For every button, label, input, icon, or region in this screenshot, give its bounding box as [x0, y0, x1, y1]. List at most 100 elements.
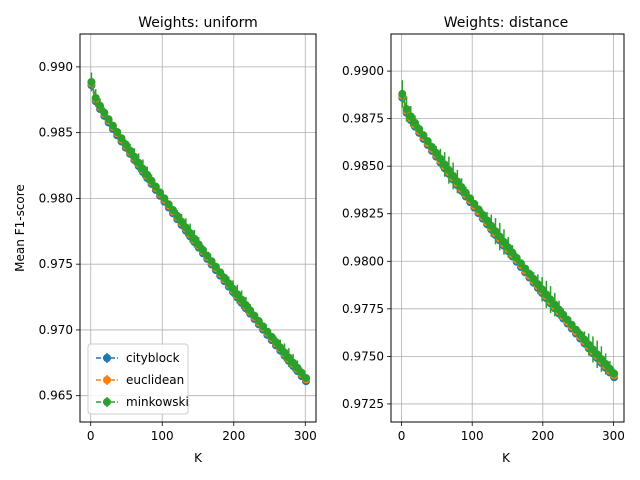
grid-distance — [391, 34, 624, 422]
axes-frame-uniform — [79, 33, 317, 423]
series-minkowski — [398, 80, 619, 379]
point-minkowski — [143, 170, 152, 179]
point-minkowski — [117, 134, 126, 143]
legend-label-euclidean: euclidean — [126, 373, 184, 387]
point-minkowski — [194, 240, 203, 249]
y-tick-label: 0.975 — [39, 257, 73, 271]
y-tick-label: 0.9775 — [342, 302, 384, 316]
legend-marker-minkowski — [103, 398, 111, 406]
point-minkowski — [186, 229, 195, 238]
y-tick-label: 0.9800 — [342, 254, 384, 268]
point-minkowski — [474, 205, 483, 214]
point-minkowski — [113, 127, 122, 136]
x-tick-label: 100 — [151, 429, 174, 443]
x-tick-label: 0 — [87, 429, 95, 443]
point-minkowski — [470, 199, 479, 208]
y-ticks-uniform: 0.965 0.970 0.975 0.980 0.985 0.990 — [39, 60, 80, 403]
y-tick-label: 0.985 — [39, 126, 73, 140]
point-minkowski — [237, 295, 246, 304]
point-minkowski — [104, 115, 113, 124]
point-minkowski — [156, 188, 165, 197]
x-tick-label: 300 — [294, 429, 317, 443]
legend-entry-minkowski: minkowski — [96, 395, 189, 409]
point-minkowski — [402, 104, 411, 113]
point-minkowski — [173, 211, 182, 220]
point-minkowski — [415, 125, 424, 134]
point-minkowski — [160, 194, 169, 203]
legend-box — [87, 343, 189, 415]
point-minkowski — [130, 152, 139, 161]
point-minkowski — [427, 143, 436, 152]
point-minkowski — [457, 183, 466, 192]
y-tick-label: 0.9750 — [342, 349, 384, 363]
point-minkowski — [91, 93, 100, 102]
point-minkowski — [449, 171, 458, 180]
point-minkowski — [246, 306, 255, 315]
x-tick-label: 300 — [602, 429, 625, 443]
point-minkowski — [466, 194, 475, 203]
point-minkowski — [254, 317, 263, 326]
point-minkowski — [207, 257, 216, 266]
legend-entry-cityblock: cityblock — [96, 351, 180, 365]
point-minkowski — [610, 369, 619, 378]
point-minkowski — [436, 154, 445, 163]
series-group-uniform — [87, 72, 310, 386]
legend: cityblock euclidean minkowski — [87, 343, 189, 415]
point-minkowski — [147, 176, 156, 185]
point-minkowski — [301, 373, 310, 382]
chart-uniform: Weights: uniform 0.9650.9700.9750.9800.9… — [13, 15, 317, 465]
legend-marker-euclidean — [103, 376, 111, 384]
x-ticks-distance: 0 100 200 300 — [398, 422, 625, 443]
x-tick-label: 100 — [461, 429, 484, 443]
axes-frame-distance — [390, 33, 625, 423]
point-minkowski — [406, 112, 415, 121]
point-minkowski — [432, 148, 441, 157]
point-minkowski — [164, 200, 173, 209]
point-minkowski — [504, 243, 513, 252]
point-minkowski — [181, 223, 190, 232]
y-tick-label: 0.9850 — [342, 159, 384, 173]
point-minkowski — [211, 262, 220, 271]
y-tick-label: 0.970 — [39, 323, 73, 337]
point-minkowski — [499, 237, 508, 246]
x-tick-label: 200 — [222, 429, 245, 443]
point-minkowski — [478, 210, 487, 219]
y-tick-label: 0.9900 — [342, 64, 384, 78]
series-group-distance — [398, 80, 619, 382]
point-minkowski — [487, 221, 496, 230]
point-minkowski — [453, 177, 462, 186]
point-minkowski — [491, 227, 500, 236]
legend-label-cityblock: cityblock — [126, 351, 180, 365]
point-minkowski — [423, 137, 432, 146]
point-minkowski — [87, 78, 96, 87]
y-tick-label: 0.965 — [39, 389, 73, 403]
point-minkowski — [224, 279, 233, 288]
x-tick-label: 0 — [398, 429, 406, 443]
x-axis-label-distance: K — [502, 451, 511, 465]
y-tick-label: 0.9875 — [342, 112, 384, 126]
point-minkowski — [151, 182, 160, 191]
point-minkowski — [190, 234, 199, 243]
legend-marker-cityblock — [103, 354, 111, 362]
point-minkowski — [241, 301, 250, 310]
point-minkowski — [121, 140, 130, 149]
point-minkowski — [134, 158, 143, 167]
point-minkowski — [100, 108, 109, 117]
point-minkowski — [411, 118, 420, 127]
y-tick-label: 0.9725 — [342, 397, 384, 411]
point-minkowski — [199, 246, 208, 255]
x-ticks-uniform: 0 100 200 300 — [87, 422, 317, 443]
chart-title-distance: Weights: distance — [444, 15, 569, 31]
point-minkowski — [126, 146, 135, 155]
point-minkowski — [398, 89, 407, 98]
point-minkowski — [461, 188, 470, 197]
x-axis-label-uniform: K — [194, 451, 203, 465]
point-minkowski — [177, 217, 186, 226]
y-ticks-distance: 0.9725 0.9750 0.9775 0.9800 0.9825 0.9850 0.98… — [342, 64, 391, 411]
y-axis-label-uniform: Mean F1-score — [13, 184, 27, 272]
y-tick-label: 0.990 — [39, 60, 73, 74]
point-minkowski — [220, 273, 229, 282]
point-minkowski — [233, 290, 242, 299]
point-minkowski — [229, 284, 238, 293]
